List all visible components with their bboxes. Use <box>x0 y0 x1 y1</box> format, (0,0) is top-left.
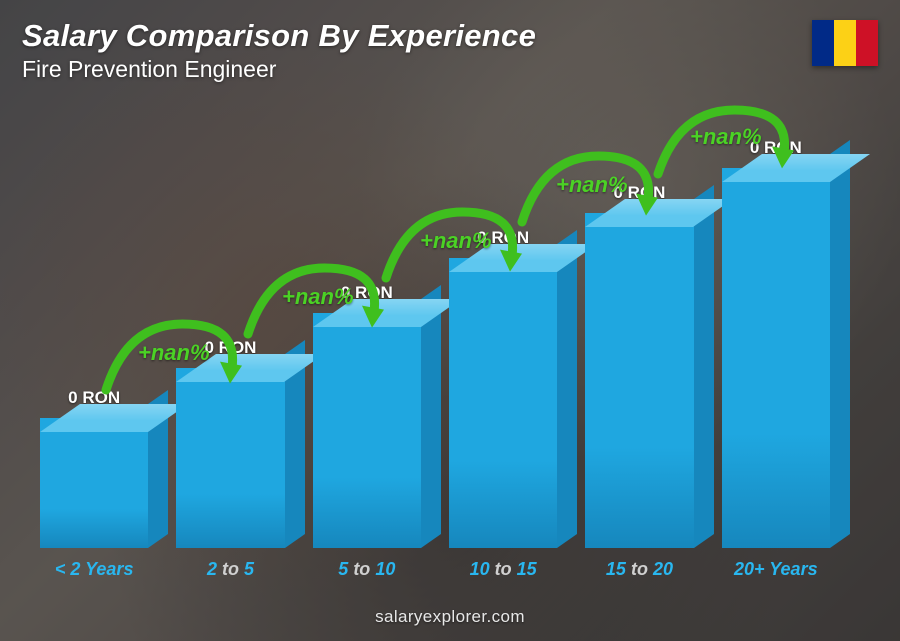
growth-percent-label: +nan% <box>420 228 492 254</box>
country-flag-romania <box>812 20 878 66</box>
bar <box>585 213 693 548</box>
bar <box>313 313 421 548</box>
bar <box>722 168 830 548</box>
x-axis-label: 20+ Years <box>722 559 830 580</box>
bar-slot: 0 RON <box>313 283 421 548</box>
flag-stripe-1 <box>812 20 834 66</box>
bar-slot: 0 RON <box>40 388 148 548</box>
footer-attribution: salaryexplorer.com <box>0 607 900 627</box>
bar <box>40 418 148 548</box>
growth-percent-label: +nan% <box>138 340 210 366</box>
growth-percent-label: +nan% <box>282 284 354 310</box>
bar-slot: 0 RON <box>722 138 830 548</box>
title-block: Salary Comparison By Experience Fire Pre… <box>22 18 536 83</box>
growth-percent-label: +nan% <box>556 172 628 198</box>
bar-slot: 0 RON <box>585 183 693 548</box>
x-axis-label: 15 to 20 <box>585 559 693 580</box>
x-axis-label: 2 to 5 <box>176 559 284 580</box>
flag-stripe-3 <box>856 20 878 66</box>
x-axis-labels: < 2 Years 2 to 5 5 to 10 10 to 15 15 to 20 20… <box>30 559 840 580</box>
bar-chart: 0 RON0 RON0 RON0 RON0 RON0 RON < 2 Years… <box>30 100 840 576</box>
chart-subtitle: Fire Prevention Engineer <box>22 56 536 83</box>
bar-slot: 0 RON <box>449 228 557 548</box>
flag-stripe-2 <box>834 20 856 66</box>
infographic-stage: Salary Comparison By Experience Fire Pre… <box>0 0 900 641</box>
growth-percent-label: +nan% <box>690 124 762 150</box>
bar-slot: 0 RON <box>176 338 284 548</box>
bar <box>449 258 557 548</box>
chart-title: Salary Comparison By Experience <box>22 18 536 54</box>
x-axis-label: 10 to 15 <box>449 559 557 580</box>
bars-container: 0 RON 0 RON 0 RON 0 RON 0 RON 0 RON <box>30 108 840 548</box>
bar <box>176 368 284 548</box>
x-axis-label: 5 to 10 <box>313 559 421 580</box>
x-axis-label: < 2 Years <box>40 559 148 580</box>
